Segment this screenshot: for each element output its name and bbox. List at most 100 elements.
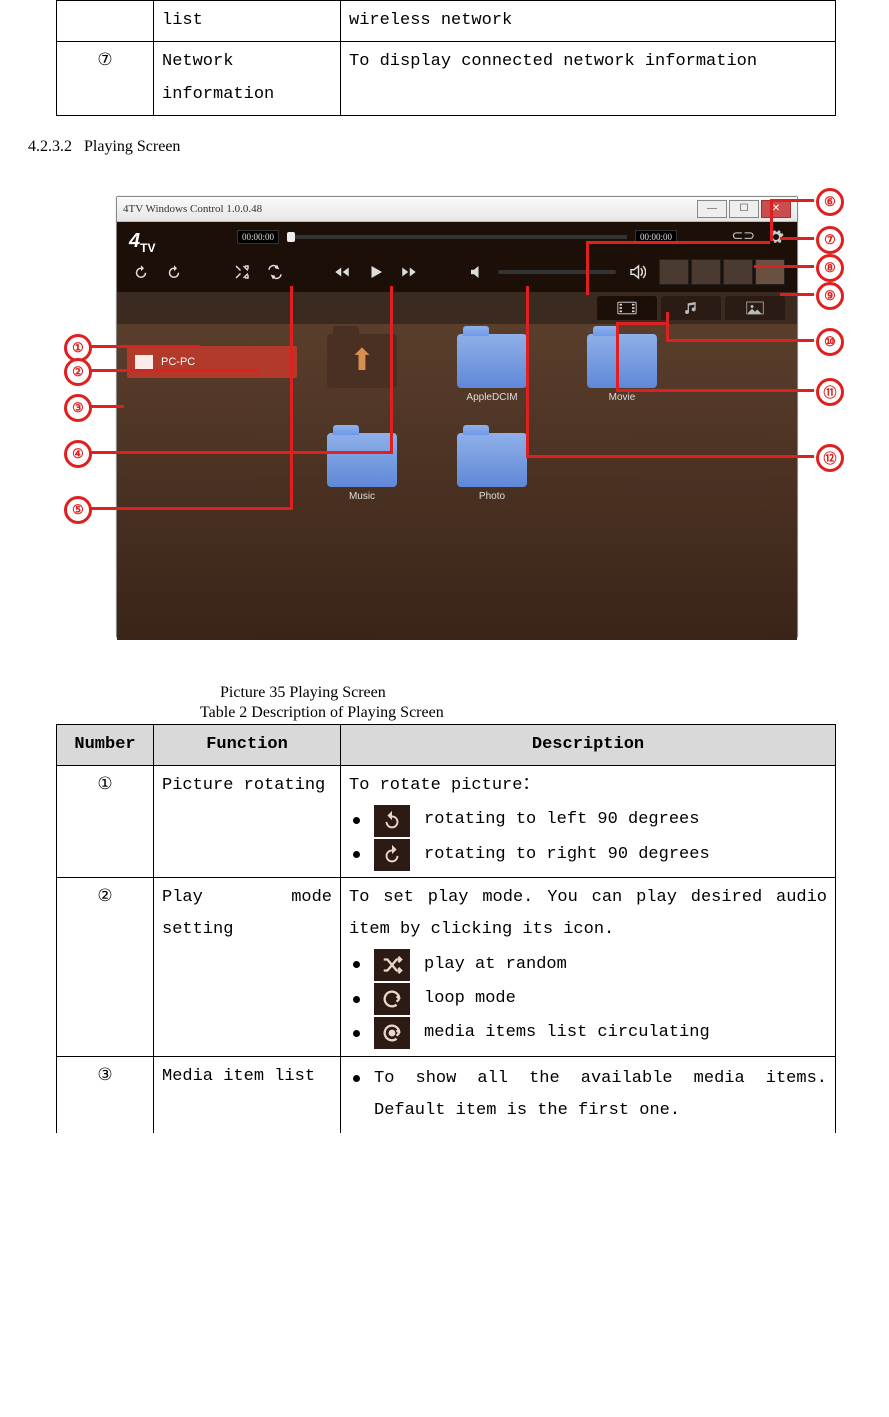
- volume-icon[interactable]: [626, 260, 649, 284]
- header-number: Number: [57, 724, 154, 765]
- folder-item[interactable]: Music: [317, 433, 407, 502]
- player-topbar: 4TV 00:00:00 00:00:00 ⊂⊃: [117, 222, 797, 292]
- rotate-left-icon: [374, 805, 410, 837]
- bullet-item: play at random: [349, 949, 827, 981]
- mute-icon[interactable]: [465, 260, 488, 284]
- bullet-item: media items list circulating: [349, 1017, 827, 1049]
- rotate-left-icon[interactable]: [129, 260, 152, 284]
- logo: 4TV: [129, 230, 155, 255]
- header-function: Function: [154, 724, 341, 765]
- shuffle-icon[interactable]: [230, 260, 253, 284]
- folder-item[interactable]: Photo: [447, 433, 537, 502]
- file-browser: PC-PC ⬆ AppleDCIM Movie Music Photo: [117, 324, 797, 640]
- cell-func: Media item list: [154, 1056, 341, 1133]
- mode-btn-4[interactable]: [755, 259, 785, 285]
- func-c: setting: [162, 914, 332, 946]
- bullet-text: media items list circulating: [424, 1017, 710, 1049]
- folder-grid: ⬆ AppleDCIM Movie Music Photo: [317, 334, 777, 502]
- bullet-icon: [353, 1030, 360, 1037]
- next-icon[interactable]: [398, 260, 421, 284]
- section-number: 4.2.3.2: [28, 138, 72, 155]
- bullet-icon: [353, 851, 360, 858]
- cell-func: Network information: [154, 42, 341, 116]
- callout-1: ①: [64, 334, 92, 362]
- mode-btn-1[interactable]: [659, 259, 689, 285]
- monitor-icon: [135, 355, 153, 369]
- header-description: Description: [341, 724, 836, 765]
- callout-11: ⑪: [816, 378, 844, 406]
- titlebar: 4TV Windows Control 1.0.0.48 — ☐ ✕: [117, 197, 797, 222]
- callout-7: ⑦: [816, 226, 844, 254]
- callout-9: ⑨: [816, 282, 844, 310]
- media-tabs: [117, 292, 797, 324]
- cell-desc: To display connected network information: [341, 42, 836, 116]
- sidebar-item-pc[interactable]: PC-PC: [127, 346, 297, 378]
- rotate-right-icon[interactable]: [162, 260, 185, 284]
- cell-num: ②: [57, 878, 154, 1056]
- seek-track[interactable]: [287, 235, 627, 239]
- tab-music[interactable]: [661, 296, 721, 320]
- window-buttons: — ☐ ✕: [697, 200, 791, 218]
- gear-icon[interactable]: [767, 228, 785, 251]
- play-icon[interactable]: [364, 260, 387, 284]
- bullet-text: loop mode: [424, 983, 516, 1015]
- bullet-text: To show all the available media items. D…: [374, 1063, 827, 1128]
- controls-row: [117, 254, 797, 290]
- item-label: Music: [349, 491, 375, 502]
- callout-10: ⑩: [816, 328, 844, 356]
- loop-icon[interactable]: ⊂⊃: [732, 228, 755, 245]
- right-button-group: [659, 259, 785, 285]
- top-partial-table: list wireless network ⑦ Network informat…: [56, 0, 836, 116]
- maximize-button[interactable]: ☐: [729, 200, 759, 218]
- callout-12: ⑫: [816, 444, 844, 472]
- tab-video[interactable]: [597, 296, 657, 320]
- folder-up[interactable]: ⬆: [317, 334, 407, 403]
- cell-num: [57, 1, 154, 42]
- cell-num: ⑦: [57, 42, 154, 116]
- shuffle-icon: [374, 949, 410, 981]
- bullet-text: play at random: [424, 949, 567, 981]
- callout-4: ④: [64, 440, 92, 468]
- table-header-row: Number Function Description: [57, 724, 836, 765]
- section-heading: 4.2.3.2 Playing Screen: [28, 138, 889, 156]
- rotate-right-icon: [374, 839, 410, 871]
- bullet-text: rotating to left 90 degrees: [424, 804, 699, 836]
- bullet-icon: [353, 996, 360, 1003]
- window-title: 4TV Windows Control 1.0.0.48: [123, 203, 262, 215]
- bullet-item: rotating to right 90 degrees: [349, 839, 827, 871]
- description-table: Number Function Description ① Picture ro…: [56, 724, 836, 1133]
- item-label: Movie: [609, 392, 636, 403]
- mode-btn-2[interactable]: [691, 259, 721, 285]
- callout-3: ③: [64, 394, 92, 422]
- prev-icon[interactable]: [331, 260, 354, 284]
- loop-icon: [374, 983, 410, 1015]
- bullet-item: loop mode: [349, 983, 827, 1015]
- folder-item[interactable]: AppleDCIM: [447, 334, 537, 403]
- time-total: 00:00:00: [635, 230, 677, 244]
- tab-picture[interactable]: [725, 296, 785, 320]
- callout-5: ⑤: [64, 496, 92, 524]
- volume-slider[interactable]: [498, 270, 615, 274]
- cell-desc: wireless network: [341, 1, 836, 42]
- cell-func: list: [154, 1, 341, 42]
- seek-bar[interactable]: 00:00:00 00:00:00: [237, 230, 677, 244]
- table-caption: Table 2 Description of Playing Screen: [200, 704, 889, 722]
- playing-screen-figure: 4TV Windows Control 1.0.0.48 — ☐ ✕ 4TV 0…: [56, 196, 846, 666]
- repeat-list-icon: [374, 1017, 410, 1049]
- bullet-text: rotating to right 90 degrees: [424, 839, 710, 871]
- cell-func: Picture rotating: [154, 766, 341, 878]
- folder-item[interactable]: Movie: [577, 334, 667, 403]
- table-row: ① Picture rotating To rotate picture： ro…: [57, 766, 836, 878]
- repeat-icon[interactable]: [263, 260, 286, 284]
- table-row: ③ Media item list To show all the availa…: [57, 1056, 836, 1133]
- sidebar-item-label: PC-PC: [161, 356, 195, 368]
- desc-lead: To set play mode. You can play desired a…: [349, 882, 827, 947]
- mode-btn-3[interactable]: [723, 259, 753, 285]
- minimize-button[interactable]: —: [697, 200, 727, 218]
- cell-num: ③: [57, 1056, 154, 1133]
- bullet-icon: [353, 961, 360, 968]
- close-button[interactable]: ✕: [761, 200, 791, 218]
- func-a: Play: [162, 882, 203, 914]
- callout-8: ⑧: [816, 254, 844, 282]
- time-elapsed: 00:00:00: [237, 230, 279, 244]
